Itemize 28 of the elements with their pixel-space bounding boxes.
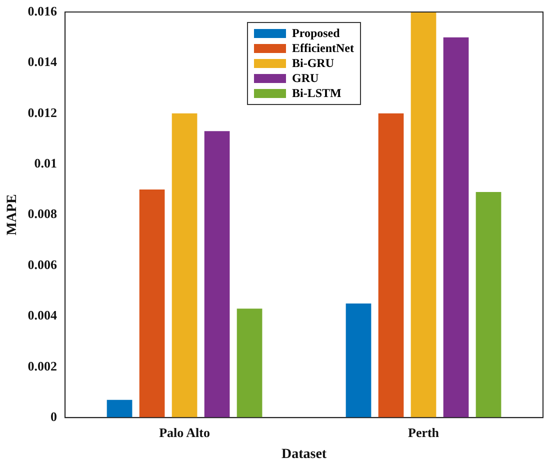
bar <box>476 192 502 418</box>
legend-label: Bi-LSTM <box>292 86 342 101</box>
y-tick-label: 0.002 <box>28 358 58 374</box>
legend-label: EfficientNet <box>292 41 354 56</box>
bar <box>410 12 436 418</box>
y-tick-label: 0.016 <box>28 3 58 18</box>
bar <box>106 400 132 418</box>
x-axis-title: Dataset <box>281 447 327 462</box>
bar <box>378 113 404 418</box>
y-tick-label: 0.008 <box>28 206 58 222</box>
bar <box>139 189 165 418</box>
x-tick-label: Palo Alto <box>159 424 210 440</box>
y-tick-label: 0.004 <box>28 308 58 323</box>
y-tick-label: 0.012 <box>28 104 58 120</box>
y-tick-label: 0 <box>50 408 58 424</box>
y-axis-title: MAPE <box>5 194 20 236</box>
bar <box>346 304 372 418</box>
bar <box>443 37 469 418</box>
y-tick-label: 0.006 <box>28 256 58 272</box>
x-tick-label: Perth <box>408 424 440 440</box>
y-tick-label: 0.014 <box>28 54 58 70</box>
legend-label: Bi-GRU <box>292 56 334 71</box>
bar <box>204 131 230 418</box>
legend-label: GRU <box>292 71 319 86</box>
bar <box>172 113 198 418</box>
y-tick-label: 0.01 <box>34 155 58 170</box>
legend-label: Proposed <box>292 26 340 41</box>
bar <box>236 308 262 418</box>
